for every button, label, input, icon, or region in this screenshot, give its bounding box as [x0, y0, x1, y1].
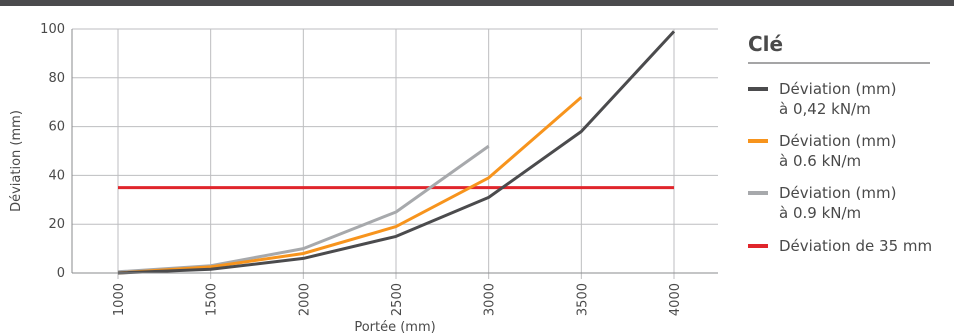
legend-item: Déviation (mm) à 0.9 kN/m [748, 184, 896, 222]
y-axis-label: Déviation (mm) [9, 110, 24, 212]
y-tick-label: 60 [48, 120, 65, 135]
x-tick-label: 2500 [390, 283, 405, 316]
series-line-2 [117, 96, 583, 275]
legend-label: Déviation (mm) [779, 184, 896, 202]
series-lines [117, 30, 676, 275]
x-tick-label: 3000 [483, 283, 498, 316]
x-tick-label: 1500 [205, 283, 220, 316]
legend-items: Déviation (mm) à 0,42 kN/m Déviation (mm) à… [748, 80, 932, 255]
legend-item: Déviation de 35 mm [748, 237, 932, 255]
series-line-1 [117, 30, 676, 275]
legend-item: Déviation (mm) à 0,42 kN/m [748, 80, 896, 118]
legend-label: à 0.6 kN/m [779, 152, 861, 170]
legend-label: Déviation (mm) [779, 132, 896, 150]
axes: 0 20 40 60 80 100 1000 1500 2000 2500 3000 3500 4000 [40, 22, 718, 316]
y-tick-label: 100 [40, 22, 65, 37]
y-tick-label: 20 [48, 217, 65, 232]
legend-title: Clé [748, 32, 783, 56]
legend-label: Déviation de 35 mm [779, 237, 932, 255]
x-tick-label: 2000 [297, 283, 312, 316]
grid [72, 28, 718, 279]
legend-item: Déviation (mm) à 0.6 kN/m [748, 132, 896, 170]
legend-label: Déviation (mm) [779, 80, 896, 98]
y-tick-label: 40 [48, 168, 65, 183]
legend-label: à 0.9 kN/m [779, 204, 861, 222]
x-axis-label: Portée (mm) [354, 320, 435, 335]
y-tick-label: 80 [48, 71, 65, 86]
x-tick-label: 3500 [575, 283, 590, 316]
x-tick-label: 4000 [668, 283, 683, 316]
x-tick-label: 1000 [112, 283, 127, 316]
y-tick-label: 0 [57, 266, 65, 281]
deflection-chart: 0 20 40 60 80 100 1000 1500 2000 2500 3000 3500 4000… [9, 22, 932, 335]
legend-label: à 0,42 kN/m [779, 100, 871, 118]
